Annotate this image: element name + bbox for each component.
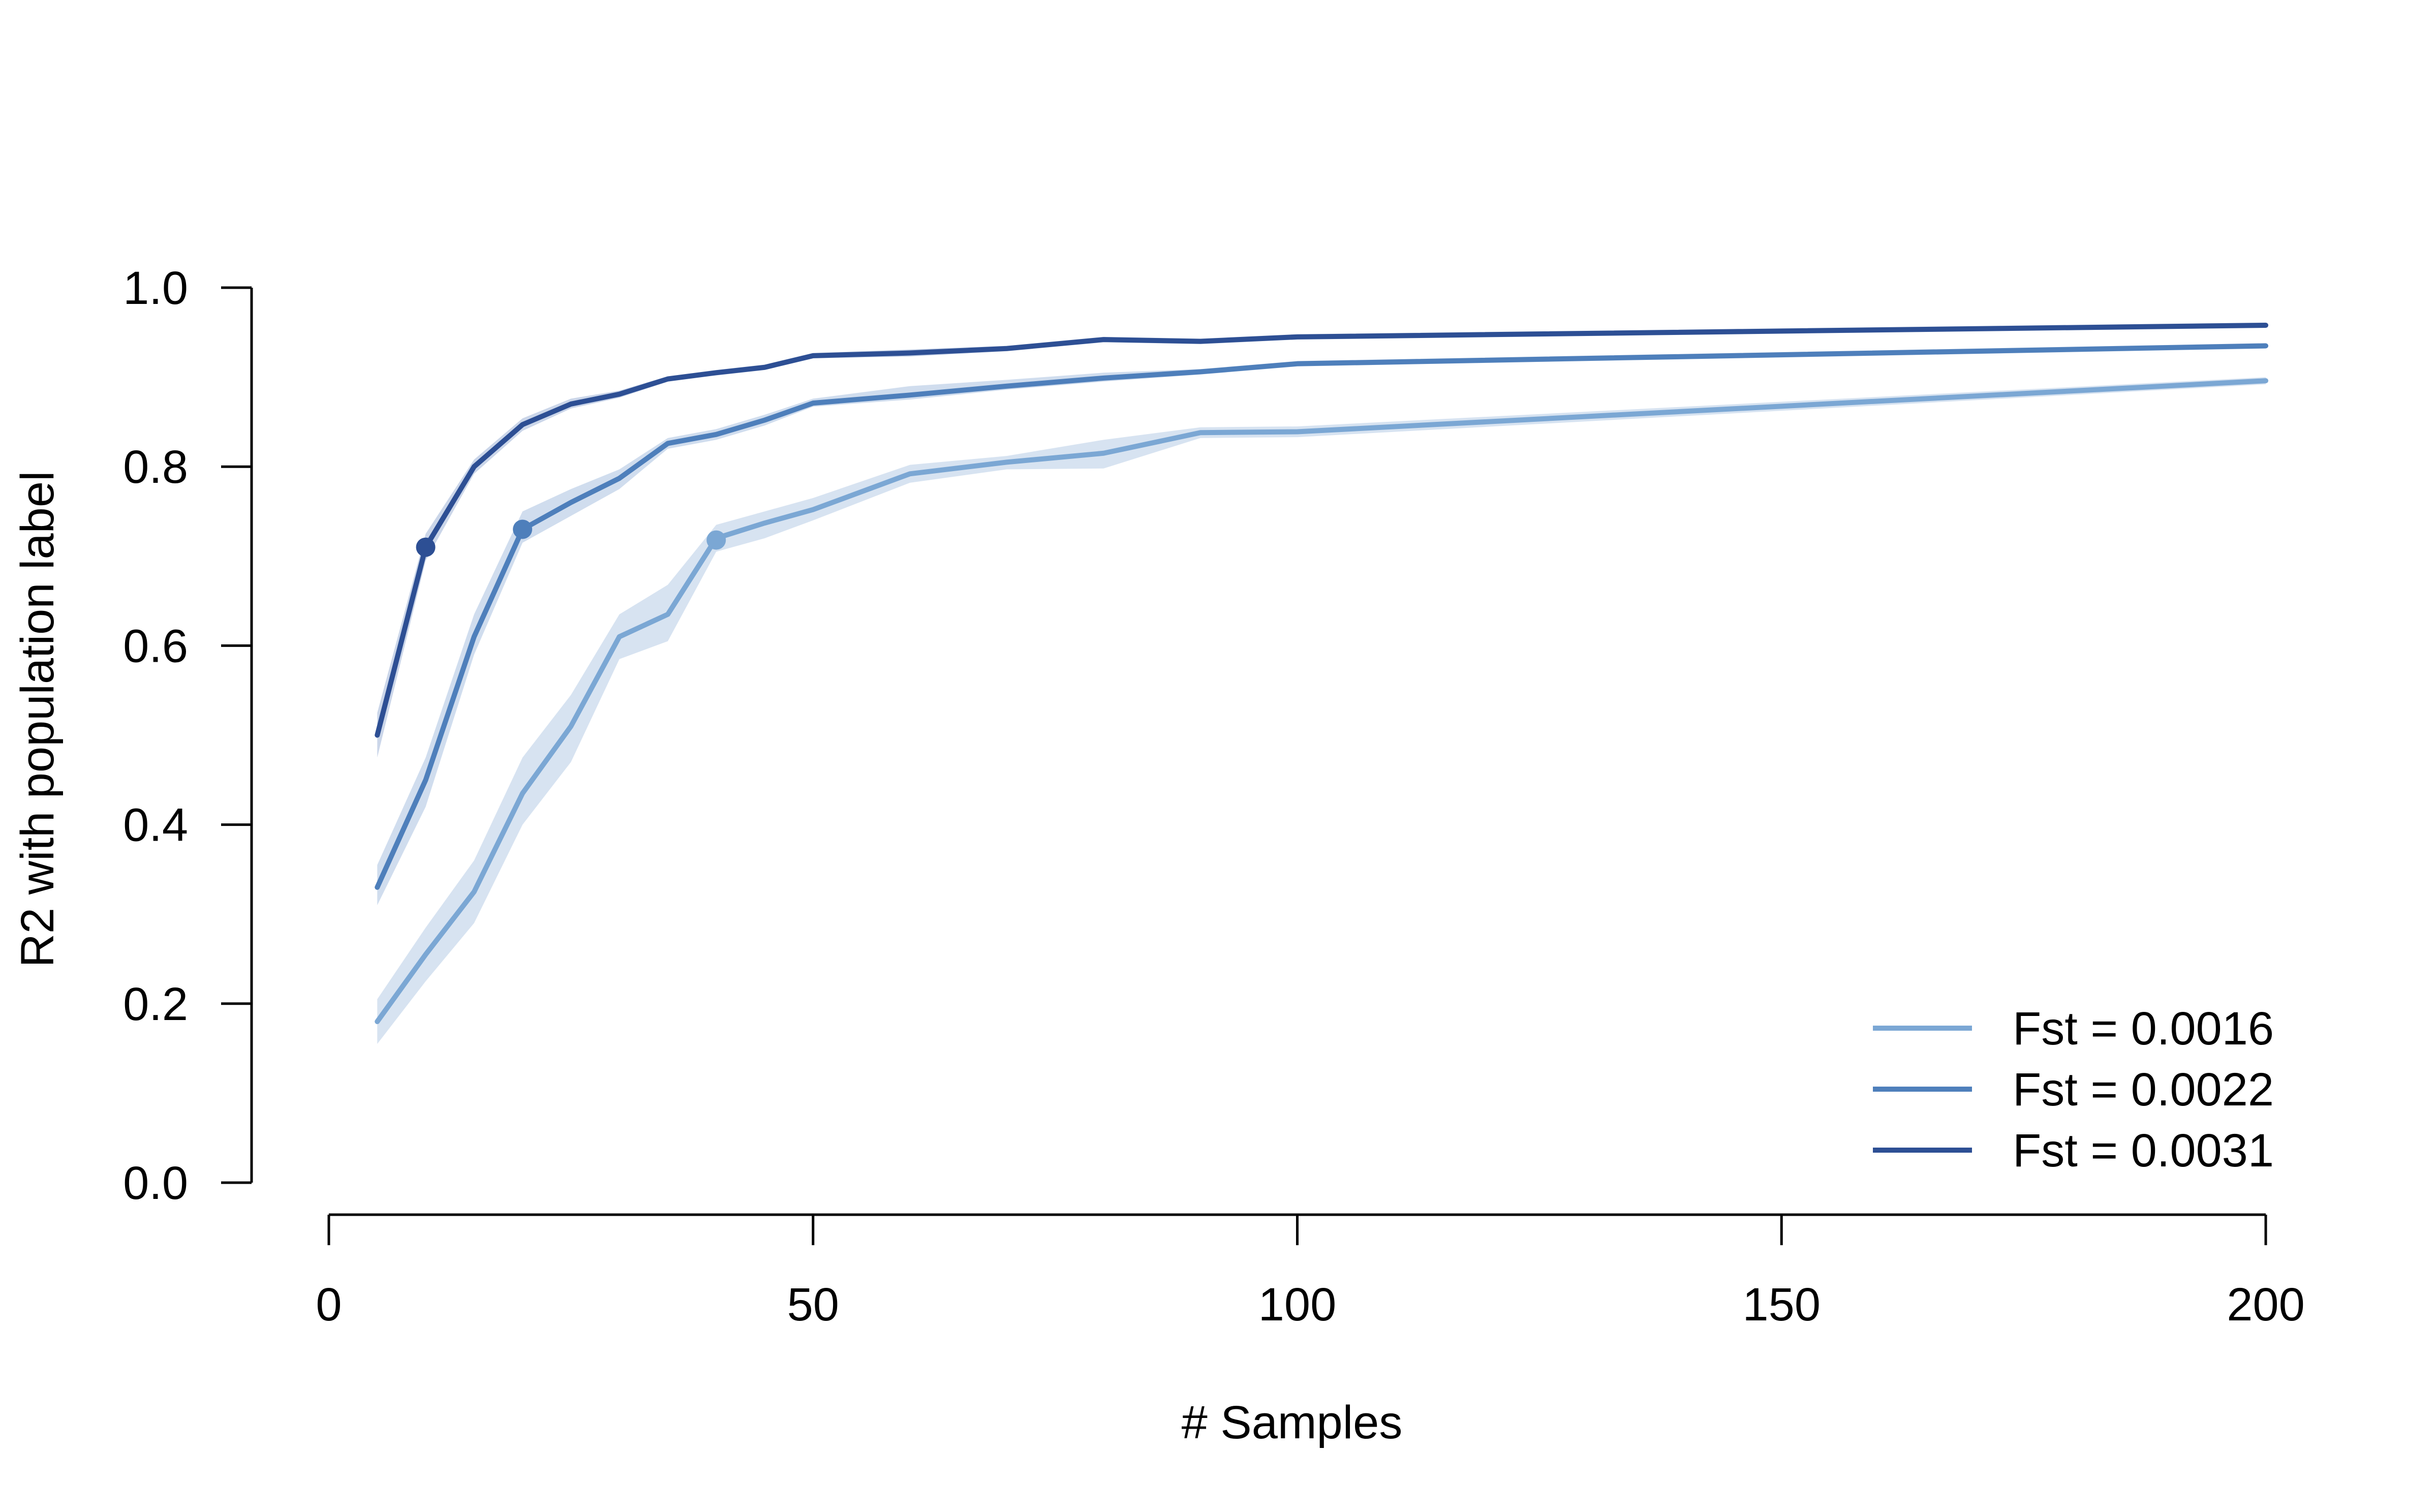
series-marker-point [416, 537, 436, 557]
series-markers [416, 519, 726, 557]
series-line [375, 378, 2268, 1025]
y-tick-label: 0.0 [123, 1157, 188, 1209]
y-tick-label: 0.4 [123, 799, 188, 851]
y-axis-title: R2 with population label [12, 471, 64, 968]
x-tick-label: 100 [1258, 1279, 1337, 1331]
x-tick-label: 50 [787, 1279, 839, 1331]
y-tick-label: 0.2 [123, 978, 188, 1030]
y-axis: 0.0 0.2 0.4 0.6 0.8 1.0 [123, 262, 253, 1209]
y-tick-label: 0.8 [123, 441, 188, 493]
legend-label: Fst = 0.0016 [2013, 1003, 2274, 1055]
x-axis: 0 50 100 150 200 [316, 1213, 2305, 1331]
x-tick-label: 150 [1743, 1279, 1821, 1331]
series-line [375, 343, 2268, 890]
legend-label: Fst = 0.0031 [2013, 1125, 2274, 1177]
x-tick-label: 0 [316, 1279, 342, 1331]
series-marker-point [513, 519, 533, 539]
series-line [375, 322, 2268, 738]
x-tick-label: 200 [2227, 1279, 2305, 1331]
confidence-band [377, 377, 2266, 1044]
confidence-band [377, 322, 2266, 758]
series-lines [375, 322, 2268, 1025]
y-tick-label: 1.0 [123, 262, 188, 314]
y-tick-label: 0.6 [123, 620, 188, 672]
legend: Fst = 0.0016 Fst = 0.0022 Fst = 0.0031 [1873, 1003, 2274, 1177]
legend-label: Fst = 0.0022 [2013, 1064, 2274, 1116]
x-axis-title: # Samples [1182, 1397, 1403, 1448]
series-marker-point [706, 530, 726, 550]
